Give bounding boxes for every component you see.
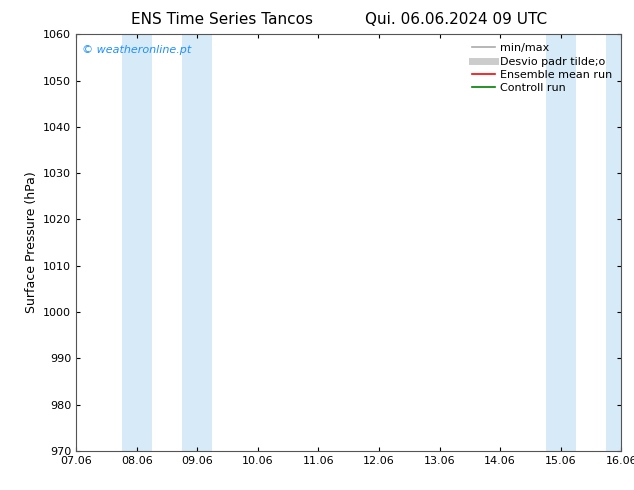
Bar [182, 34, 212, 451]
Bar [606, 34, 634, 451]
Text: Qui. 06.06.2024 09 UTC: Qui. 06.06.2024 09 UTC [365, 12, 548, 27]
Text: © weatheronline.pt: © weatheronline.pt [82, 45, 191, 55]
Text: ENS Time Series Tancos: ENS Time Series Tancos [131, 12, 313, 27]
Bar [122, 34, 152, 451]
Bar [546, 34, 576, 451]
Legend: min/max, Desvio padr tilde;o, Ensemble mean run, Controll run: min/max, Desvio padr tilde;o, Ensemble m… [469, 40, 616, 97]
Y-axis label: Surface Pressure (hPa): Surface Pressure (hPa) [25, 172, 37, 314]
